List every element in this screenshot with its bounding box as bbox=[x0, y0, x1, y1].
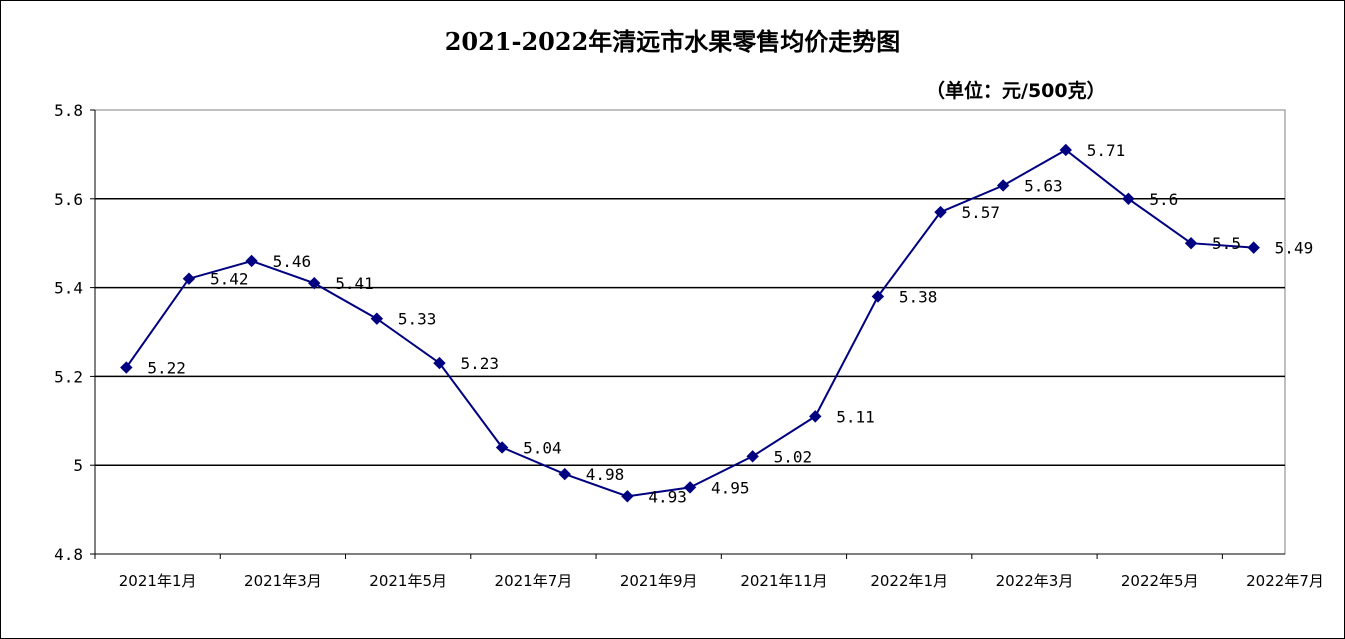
data-point-marker bbox=[370, 312, 384, 325]
data-point-marker bbox=[621, 490, 634, 503]
data-labels: 5.22 5.42 5.46 5.41 5.33 5.23 5.04 4.98 4.93 4.95… bbox=[147, 141, 1313, 506]
data-point-marker bbox=[308, 276, 321, 290]
x-tick-label: 2022年3月 bbox=[996, 572, 1074, 590]
data-label: 5.5 bbox=[1212, 234, 1241, 253]
data-point-marker bbox=[996, 179, 1010, 192]
chart-unit-label: （单位：元/500克） bbox=[926, 80, 1106, 102]
y-tick-label: 5.8 bbox=[54, 101, 83, 120]
data-point-marker bbox=[1247, 241, 1260, 254]
data-label: 5.38 bbox=[899, 287, 938, 306]
y-tick-label: 5.2 bbox=[54, 367, 83, 386]
x-tick-label: 2021年11月 bbox=[740, 572, 827, 590]
data-label: 5.57 bbox=[962, 203, 1001, 222]
series-line bbox=[125, 148, 1254, 498]
x-tick-label: 2021年5月 bbox=[369, 572, 447, 590]
data-label: 5.6 bbox=[1149, 190, 1178, 209]
data-label: 4.98 bbox=[586, 465, 625, 484]
data-label: 5.41 bbox=[335, 274, 374, 293]
price-series bbox=[120, 143, 1260, 503]
y-tick-label: 5.4 bbox=[54, 279, 83, 298]
data-label: 5.04 bbox=[523, 438, 562, 457]
data-label: 5.49 bbox=[1275, 239, 1314, 258]
y-tick-label: 5.6 bbox=[54, 190, 83, 209]
data-point-marker bbox=[433, 356, 446, 370]
data-point-marker bbox=[683, 481, 697, 494]
x-tick-label: 2022年5月 bbox=[1121, 572, 1199, 590]
data-point-marker bbox=[182, 272, 196, 285]
data-point-marker bbox=[495, 441, 509, 454]
data-label: 5.22 bbox=[147, 359, 186, 378]
data-label: 4.95 bbox=[711, 478, 750, 497]
y-axis: 4.8 5 5.2 5.4 5.6 5.8 bbox=[54, 101, 96, 564]
data-point-marker bbox=[746, 450, 759, 463]
data-point-marker bbox=[558, 467, 571, 481]
y-tick-label: 5 bbox=[73, 456, 83, 475]
data-label: 4.93 bbox=[648, 487, 687, 506]
data-label: 5.46 bbox=[273, 252, 312, 271]
data-label: 5.23 bbox=[460, 354, 499, 373]
data-point-marker bbox=[245, 254, 258, 268]
data-point-marker bbox=[934, 205, 947, 219]
x-tick-label: 2022年1月 bbox=[870, 572, 948, 590]
data-point-marker bbox=[1059, 143, 1072, 157]
y-tick-label: 4.8 bbox=[54, 545, 83, 564]
gridlines bbox=[95, 198, 1285, 466]
data-point-marker bbox=[1122, 192, 1135, 206]
chart-title: 2021-2022年清远市水果零售均价走势图 bbox=[444, 27, 901, 56]
data-label: 5.63 bbox=[1024, 176, 1063, 195]
data-label: 5.71 bbox=[1087, 141, 1126, 160]
data-label: 5.42 bbox=[210, 270, 249, 289]
data-label: 5.11 bbox=[836, 407, 875, 426]
data-point-marker bbox=[1184, 236, 1198, 250]
data-label: 5.02 bbox=[774, 447, 813, 466]
x-tick-label: 2021年7月 bbox=[495, 572, 573, 590]
data-point-marker bbox=[809, 410, 822, 423]
x-tick-label: 2021年9月 bbox=[620, 572, 698, 590]
x-axis: 2021年1月 2021年3月 2021年5月 2021年7月 2021年9月 2021年… bbox=[94, 553, 1324, 590]
data-point-marker bbox=[871, 290, 885, 303]
x-tick-label: 2021年1月 bbox=[119, 572, 197, 590]
data-label: 5.33 bbox=[398, 310, 437, 329]
x-tick-label: 2022年7月 bbox=[1246, 572, 1324, 590]
x-tick-label: 2021年3月 bbox=[244, 572, 322, 590]
data-point-marker bbox=[120, 361, 133, 374]
